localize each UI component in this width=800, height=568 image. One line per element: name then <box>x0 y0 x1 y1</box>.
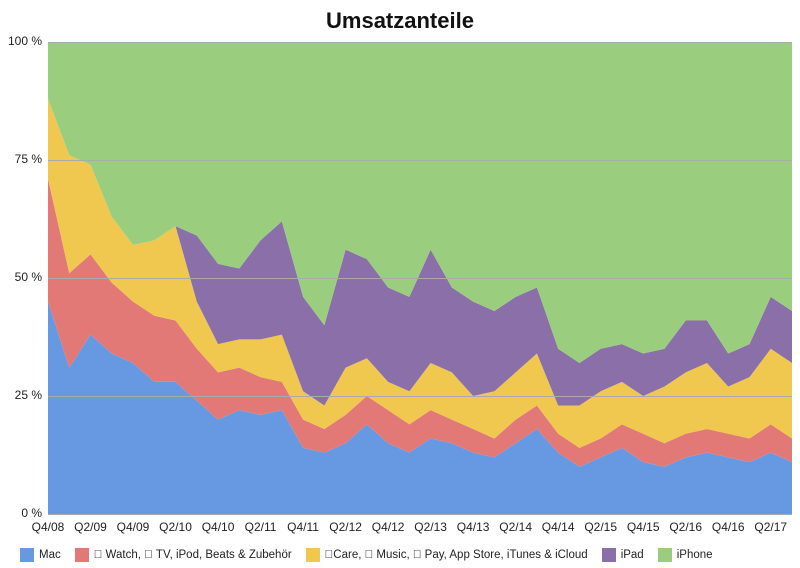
x-axis-label: Q2/13 <box>411 520 451 534</box>
legend-item-mac: Mac <box>20 548 61 562</box>
legend-swatch <box>602 548 616 562</box>
legend-label: iPad <box>621 549 644 561</box>
x-axis-label: Q4/12 <box>368 520 408 534</box>
x-axis-label: Q4/11 <box>283 520 323 534</box>
legend-item-ipad: iPad <box>602 548 644 562</box>
gridline <box>48 514 792 515</box>
x-axis-label: Q4/15 <box>623 520 663 534</box>
x-axis-label: Q2/10 <box>156 520 196 534</box>
x-axis-label: Q2/17 <box>751 520 791 534</box>
y-axis-label: 50 % <box>15 270 42 284</box>
legend-label: Care,  Music,  Pay, App Store, iTunes… <box>325 549 588 561</box>
gridline <box>48 160 792 161</box>
legend-item-services: Care,  Music,  Pay, App Store, iTunes… <box>306 548 588 562</box>
x-axis-label: Q4/14 <box>538 520 578 534</box>
x-axis-label: Q2/16 <box>666 520 706 534</box>
x-axis-label: Q4/13 <box>453 520 493 534</box>
x-axis-label: Q4/09 <box>113 520 153 534</box>
x-axis-label: Q2/11 <box>241 520 281 534</box>
x-axis-label: Q2/09 <box>71 520 111 534</box>
y-axis-label: 100 % <box>8 34 42 48</box>
legend-label:  Watch,  TV, iPod, Beats & Zubehör <box>94 549 292 561</box>
x-axis-label: Q2/15 <box>581 520 621 534</box>
x-axis-label: Q2/14 <box>496 520 536 534</box>
legend-swatch <box>658 548 672 562</box>
legend-swatch <box>75 548 89 562</box>
gridline <box>48 396 792 397</box>
legend-label: Mac <box>39 549 61 561</box>
chart-title: Umsatzanteile <box>0 8 800 34</box>
x-axis-label: Q2/12 <box>326 520 366 534</box>
legend: Mac  Watch,  TV, iPod, Beats & Zubehör … <box>20 548 790 562</box>
x-axis-label: Q4/10 <box>198 520 238 534</box>
x-axis-label: Q4/16 <box>708 520 748 534</box>
legend-swatch <box>20 548 34 562</box>
y-axis-label: 75 % <box>15 152 42 166</box>
legend-item-iphone: iPhone <box>658 548 713 562</box>
y-axis-label: 0 % <box>21 506 42 520</box>
gridline <box>48 42 792 43</box>
y-axis-label: 25 % <box>15 388 42 402</box>
chart-container: Umsatzanteile Mac  Watch,  TV, iPod, Be… <box>0 0 800 568</box>
legend-item-other:  Watch,  TV, iPod, Beats & Zubehör <box>75 548 292 562</box>
x-axis-label: Q4/08 <box>28 520 68 534</box>
gridline <box>48 278 792 279</box>
legend-label: iPhone <box>677 549 713 561</box>
legend-swatch <box>306 548 320 562</box>
